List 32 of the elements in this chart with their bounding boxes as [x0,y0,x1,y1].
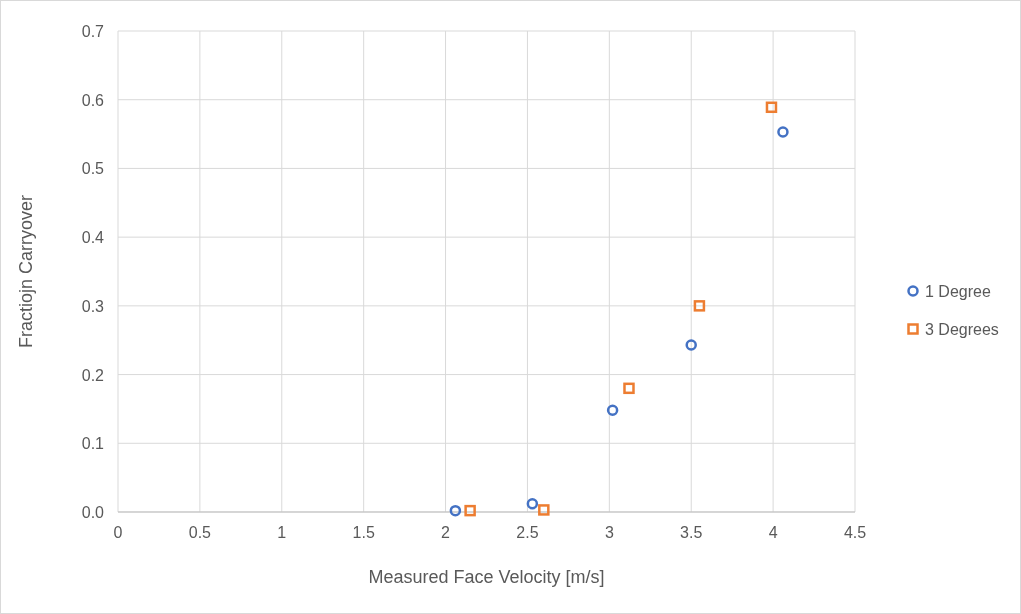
x-axis-title: Measured Face Velocity [m/s] [368,567,605,587]
x-tick-label: 2.5 [516,524,539,541]
x-tick-label: 4 [768,524,778,541]
point [623,382,635,395]
point [693,300,706,312]
y-axis-title: Fractiojn Carryover [16,194,36,349]
y-tick-label: 0.3 [81,297,105,315]
x-tick-label: 2 [441,524,451,541]
x-tick-label: 4.5 [843,524,867,541]
point [449,504,462,517]
point [526,498,539,510]
y-tick-label: 0.1 [81,435,105,453]
x-tick-label: 0 [113,524,123,541]
point [606,404,619,417]
legend-label: 3 Degrees [925,321,999,338]
x-tick-label: 3.5 [680,524,703,541]
x-tick-label: 3 [604,524,614,541]
y-tick-label: 0.7 [81,23,105,40]
y-tick-label: 0.4 [81,229,105,247]
point [685,339,697,351]
legend-label: 1 Degree [925,283,991,300]
y-tick-label: 0.0 [81,504,105,521]
point [464,504,476,517]
x-tick-label: 0.5 [188,524,212,541]
x-tick-label: 1.5 [352,524,375,541]
y-tick-label: 0.6 [81,91,105,109]
y-tick-label: 0.5 [81,160,105,178]
y-tick-label: 0.2 [81,366,105,384]
x-tick-label: 1 [277,524,287,541]
point [777,126,789,138]
point [538,504,550,516]
point [765,101,778,114]
